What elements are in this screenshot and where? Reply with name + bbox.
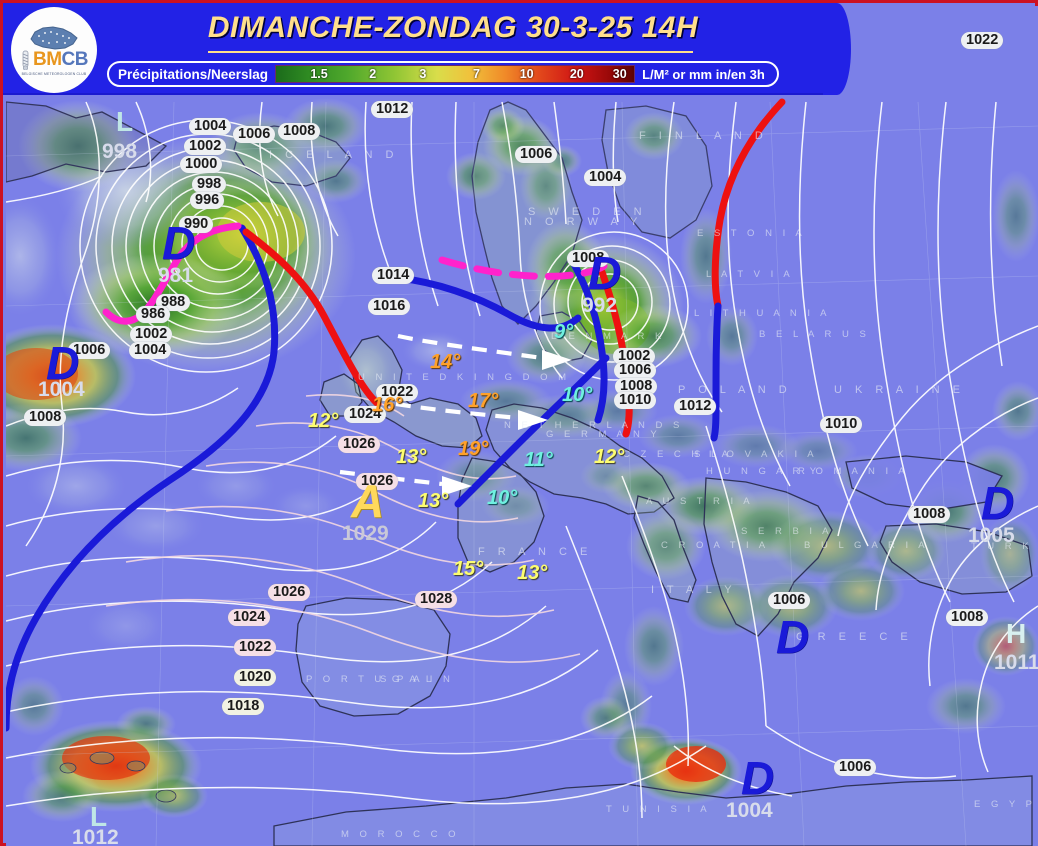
legend-tick: 3 — [419, 67, 427, 81]
coastlines — [6, 101, 1033, 846]
wind-flow-arrows[interactable] — [339, 333, 543, 487]
precipitation-legend: Précipitations/Neerslag 1.5 2 3 7 10 20 30 L/M… — [107, 61, 779, 87]
legend-label: Précipitations/Neerslag — [118, 66, 269, 82]
legend-tick: 10 — [519, 67, 534, 81]
wind-arrow-heads — [442, 350, 572, 496]
logo-text-cb: CB — [61, 48, 89, 70]
front-occluded-norway — [438, 256, 608, 280]
front-warm-atlantic — [242, 228, 382, 408]
front-cold-baltic — [394, 260, 722, 508]
title-underline — [208, 51, 693, 53]
isobar-lines-high — [105, 394, 581, 663]
map-basemap — [6, 6, 1038, 846]
logo-subtitle: BELGISCHE METEOROLOGEN CLUB — [21, 71, 87, 76]
legend-tick: 2 — [369, 67, 377, 81]
legend-tick: 7 — [473, 67, 481, 81]
legend-tick: 30 — [612, 67, 627, 81]
thermometer-icon — [22, 50, 29, 70]
bmcb-logo: BMCB BELGISCHE METEOROLOGEN CLUB — [11, 7, 97, 93]
front-occluded-atlantic — [102, 222, 242, 325]
logo-text: BMCB — [32, 48, 89, 71]
logo-text-bm: BM — [32, 48, 62, 70]
belgium-map-icon — [30, 25, 78, 50]
legend-unit-label: L/M² or mm in/en 3h — [642, 66, 765, 82]
page-title: DIMANCHE-ZONDAG 30-3-25 14H — [207, 11, 699, 44]
legend-tick: 20 — [569, 67, 584, 81]
legend-gradient-bar: 1.5 2 3 7 10 20 30 — [275, 65, 636, 83]
legend-tick: 1.5 — [310, 67, 328, 81]
map-header-band: BMCB BELGISCHE METEOROLOGEN CLUB DIMANCH… — [3, 3, 851, 95]
front-cold-atlantic — [6, 224, 279, 732]
